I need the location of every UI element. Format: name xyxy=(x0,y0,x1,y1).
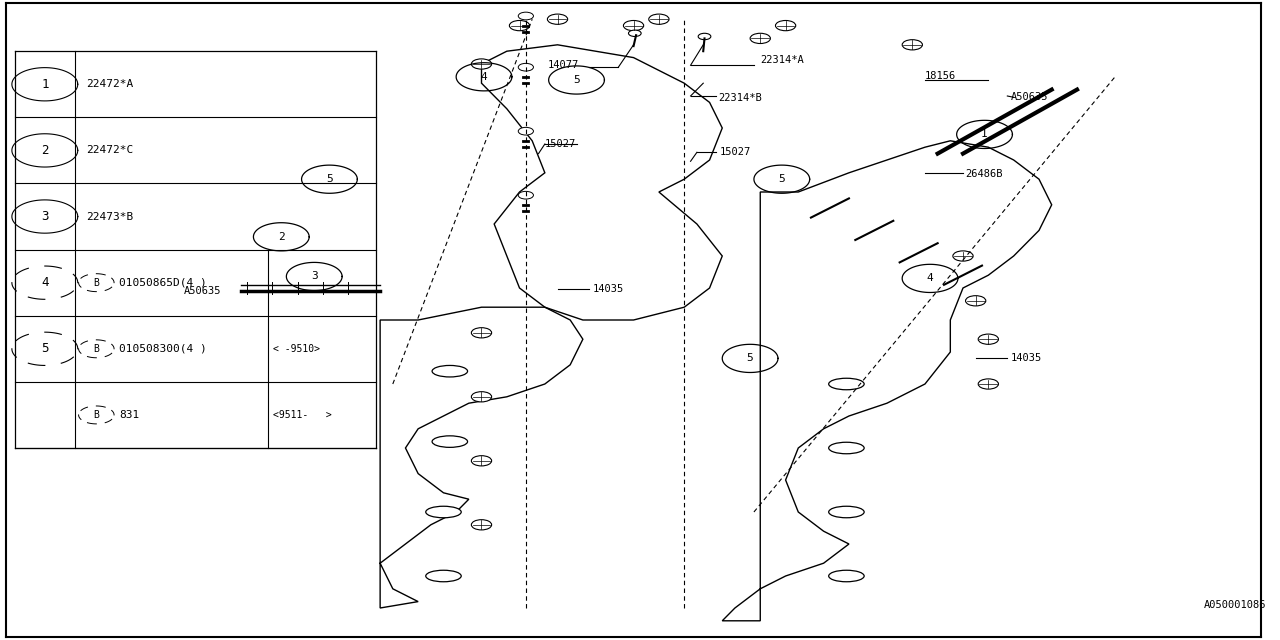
Text: 22473*B: 22473*B xyxy=(86,212,133,221)
Circle shape xyxy=(623,20,644,31)
Circle shape xyxy=(471,59,492,69)
Text: 22314*B: 22314*B xyxy=(718,93,762,103)
Circle shape xyxy=(952,251,973,261)
Text: 3: 3 xyxy=(41,210,49,223)
Text: 18156: 18156 xyxy=(925,70,956,81)
Text: 15027: 15027 xyxy=(719,147,751,157)
Circle shape xyxy=(698,33,710,40)
Circle shape xyxy=(628,30,641,36)
Text: 22472*A: 22472*A xyxy=(86,79,133,89)
Circle shape xyxy=(902,40,923,50)
Circle shape xyxy=(978,334,998,344)
Circle shape xyxy=(649,14,669,24)
Text: 1: 1 xyxy=(982,129,988,140)
Text: B: B xyxy=(93,344,100,354)
Text: 22472*C: 22472*C xyxy=(86,145,133,156)
Ellipse shape xyxy=(426,506,461,518)
Ellipse shape xyxy=(426,570,461,582)
Circle shape xyxy=(471,392,492,402)
Text: 14035: 14035 xyxy=(1011,353,1042,364)
Circle shape xyxy=(518,12,534,20)
Text: 4: 4 xyxy=(481,72,488,82)
Circle shape xyxy=(548,14,567,24)
Text: 2: 2 xyxy=(278,232,284,242)
Circle shape xyxy=(509,20,530,31)
Circle shape xyxy=(471,328,492,338)
Ellipse shape xyxy=(433,365,467,377)
Circle shape xyxy=(776,20,796,31)
Text: 831: 831 xyxy=(119,410,140,420)
Circle shape xyxy=(518,191,534,199)
Text: 5: 5 xyxy=(326,174,333,184)
Circle shape xyxy=(471,520,492,530)
Text: B: B xyxy=(93,278,100,287)
Text: 14035: 14035 xyxy=(593,284,625,294)
Ellipse shape xyxy=(828,442,864,454)
Text: A50635: A50635 xyxy=(184,286,221,296)
Text: 01050865D(4 ): 01050865D(4 ) xyxy=(119,278,207,287)
Text: 4: 4 xyxy=(41,276,49,289)
Text: 3: 3 xyxy=(311,271,317,282)
Ellipse shape xyxy=(828,378,864,390)
Circle shape xyxy=(978,379,998,389)
Text: 4: 4 xyxy=(927,273,933,284)
Text: <9511-   >: <9511- > xyxy=(273,410,332,420)
Text: 5: 5 xyxy=(573,75,580,85)
Text: A050001086: A050001086 xyxy=(1203,600,1266,610)
Circle shape xyxy=(518,63,534,71)
Circle shape xyxy=(518,127,534,135)
Text: B: B xyxy=(93,410,100,420)
Text: 15027: 15027 xyxy=(545,139,576,149)
Ellipse shape xyxy=(828,506,864,518)
Ellipse shape xyxy=(828,570,864,582)
Text: 1: 1 xyxy=(41,78,49,91)
Text: 14077: 14077 xyxy=(548,60,579,70)
Text: 2: 2 xyxy=(41,144,49,157)
Circle shape xyxy=(750,33,771,44)
Text: 26486B: 26486B xyxy=(965,169,1004,179)
Circle shape xyxy=(471,456,492,466)
Text: 22314*A: 22314*A xyxy=(760,54,804,65)
Text: < -9510>: < -9510> xyxy=(273,344,320,354)
Text: 5: 5 xyxy=(778,174,785,184)
Text: A50635: A50635 xyxy=(1011,92,1048,102)
Text: 5: 5 xyxy=(41,342,49,355)
Text: 5: 5 xyxy=(746,353,754,364)
Text: 010508300(4 ): 010508300(4 ) xyxy=(119,344,207,354)
Circle shape xyxy=(965,296,986,306)
Ellipse shape xyxy=(433,436,467,447)
